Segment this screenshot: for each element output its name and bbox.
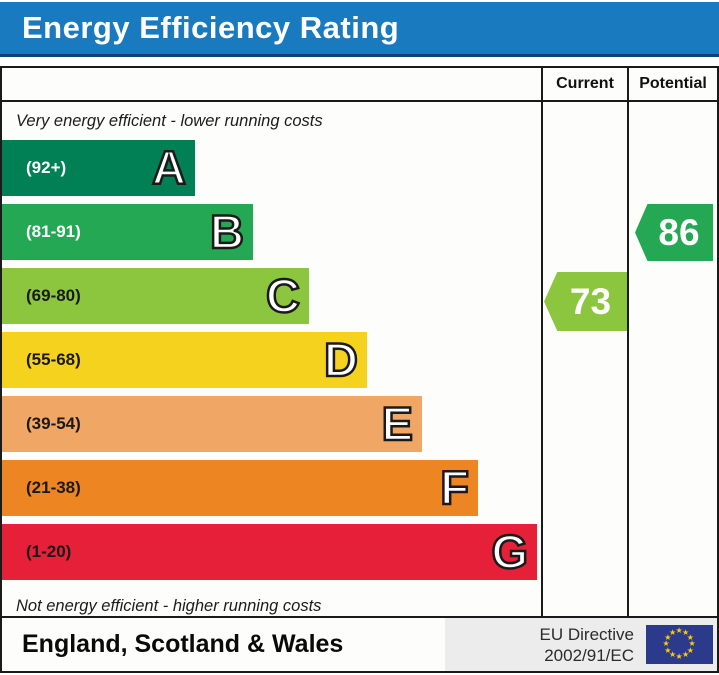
current-rating-value: 73 [569, 280, 612, 322]
top-caption: Very energy efficient - lower running co… [16, 111, 323, 130]
eu-star-icon: ★ [675, 652, 683, 661]
eu-star-icon: ★ [669, 650, 677, 660]
band-f: (21-38) F [2, 460, 478, 516]
band-f-letter: F [439, 460, 470, 516]
band-g: (1-20) G [2, 524, 537, 580]
eu-star-icon: ★ [688, 639, 696, 648]
table-body-row: Very energy efficient - lower running co… [2, 102, 717, 618]
title-bar: Energy Efficiency Rating [0, 2, 719, 57]
table-footer-row: England, Scotland & Wales EU Directive 2… [2, 618, 717, 671]
eu-directive-line1: EU Directive [539, 624, 634, 644]
current-rating-column: 73 [541, 102, 627, 616]
current-rating-arrow: 73 [544, 272, 627, 331]
eu-star-icon: ★ [682, 627, 690, 637]
band-c-range-label: (69-80) [26, 286, 81, 305]
eu-star-icon: ★ [664, 645, 672, 655]
band-d-range-label: (55-68) [26, 350, 81, 369]
eu-star-icon: ★ [669, 627, 677, 637]
band-d: (55-68) D [2, 332, 367, 388]
eu-directive-line2: 2002/91/EC [544, 645, 634, 665]
band-c-letter: C [265, 268, 301, 324]
eu-star-icon: ★ [664, 632, 672, 642]
band-b-range-label: (81-91) [26, 222, 81, 241]
potential-column-header: Potential [627, 68, 717, 100]
page-title: Energy Efficiency Rating [22, 10, 400, 45]
eu-star-icon: ★ [686, 632, 694, 642]
eu-directive-block: EU Directive 2002/91/EC ★ ★ ★ ★ ★ ★ ★ ★ ★ ★ ★ ★ [445, 618, 717, 671]
band-g-range-label: (1-20) [26, 542, 72, 561]
bands-column: Very energy efficient - lower running co… [2, 102, 541, 616]
band-a-range-label: (92+) [26, 158, 67, 177]
potential-rating-arrow: 86 [635, 204, 713, 261]
band-e: (39-54) E [2, 396, 422, 452]
band-c: (69-80) C [2, 268, 309, 324]
eu-directive-label: EU Directive 2002/91/EC [540, 624, 634, 666]
band-d-letter: D [323, 332, 359, 388]
potential-rating-column: 86 [627, 102, 717, 616]
eu-star-icon: ★ [675, 626, 683, 635]
band-b-letter: B [209, 204, 245, 260]
eu-star-icon: ★ [662, 639, 670, 648]
potential-rating-value: 86 [658, 211, 700, 253]
band-f-range-label: (21-38) [26, 478, 81, 497]
current-column-header: Current [541, 68, 627, 100]
band-b: (81-91) B [2, 204, 253, 260]
band-g-letter: G [490, 524, 529, 580]
eu-star-icon: ★ [686, 645, 694, 655]
eu-flag-icon: ★ ★ ★ ★ ★ ★ ★ ★ ★ ★ ★ ★ [646, 625, 713, 664]
region-label: England, Scotland & Wales [22, 630, 344, 658]
table-header-row: Current Potential [2, 68, 717, 102]
band-a: (92+) A [2, 140, 195, 196]
rating-table: Current Potential Very energy efficient … [0, 66, 719, 673]
header-spacer-cell [2, 68, 541, 100]
band-a-letter: A [151, 140, 187, 196]
band-e-range-label: (39-54) [26, 414, 81, 433]
band-e-letter: E [380, 396, 414, 452]
eu-star-icon: ★ [682, 650, 690, 660]
bottom-caption: Not energy efficient - higher running co… [16, 596, 322, 615]
